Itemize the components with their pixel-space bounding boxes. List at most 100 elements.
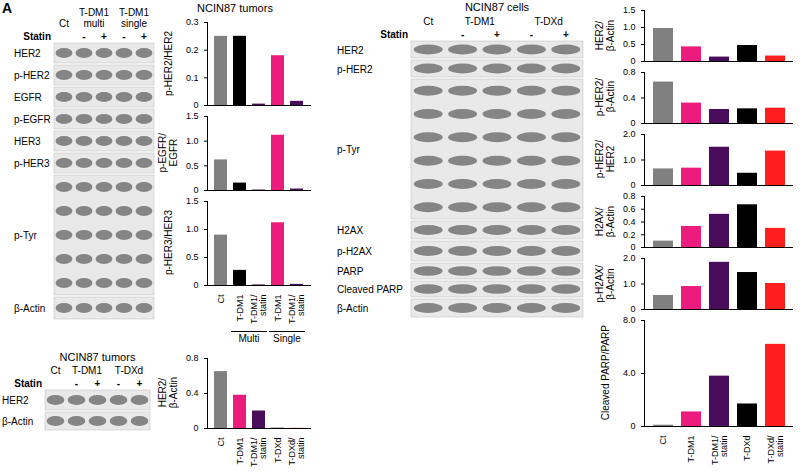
svg-text:0: 0 (630, 56, 635, 66)
svg-text:T-DXd: T-DXd (115, 365, 143, 376)
svg-text:+: + (137, 378, 143, 389)
svg-text:-: - (530, 29, 533, 40)
svg-text:1.0: 1.0 (623, 22, 636, 32)
svg-text:Ct: Ct (59, 18, 69, 29)
svg-text:T-DXd: T-DXd (273, 438, 283, 464)
svg-text:-: - (82, 31, 85, 42)
svg-text:1.0: 1.0 (186, 136, 199, 146)
svg-text:0.8: 0.8 (623, 191, 636, 201)
svg-text:0.2: 0.2 (186, 45, 199, 55)
svg-text:0.4: 0.4 (623, 217, 636, 227)
svg-text:β-Actin: β-Actin (2, 416, 33, 427)
svg-text:2.0: 2.0 (623, 253, 636, 263)
svg-text:0: 0 (193, 423, 198, 433)
svg-text:1.5: 1.5 (186, 196, 199, 206)
svg-text:+: + (141, 31, 147, 42)
svg-text:p-HER2: p-HER2 (14, 70, 50, 81)
svg-text:-: - (461, 29, 464, 40)
svg-text:0.4: 0.4 (186, 388, 199, 398)
svg-text:0.5: 0.5 (186, 252, 199, 262)
svg-text:4.0: 4.0 (623, 368, 636, 378)
svg-text:T-DXd/statin: T-DXd/statin (287, 437, 306, 466)
svg-text:HER2: HER2 (2, 395, 29, 406)
html-text:Cleaved PARP/PARP: Cleaved PARP/PARP (599, 325, 611, 421)
svg-text:NCIN87 cells: NCIN87 cells (465, 1, 530, 13)
svg-text:+: + (494, 29, 500, 40)
svg-text:-: - (117, 378, 120, 389)
svg-text:T-DM1/statin: T-DM1/statin (710, 435, 729, 465)
svg-text:T-DM1: T-DM1 (235, 438, 245, 465)
svg-text:T-DM1: T-DM1 (235, 295, 245, 322)
svg-text:-: - (75, 378, 78, 389)
svg-text:0: 0 (193, 185, 198, 195)
svg-text:+: + (101, 31, 107, 42)
svg-text:0: 0 (630, 304, 635, 314)
html-text:p-HER2/HER2: p-HER2/HER2 (162, 31, 174, 96)
svg-text:H2AX: H2AX (337, 225, 363, 236)
svg-text:1.0: 1.0 (623, 155, 636, 165)
svg-text:p-Tyr: p-Tyr (337, 144, 360, 155)
svg-text:Ct: Ct (216, 294, 226, 303)
svg-text:0.6: 0.6 (623, 204, 636, 214)
svg-text:HER3: HER3 (14, 136, 41, 147)
svg-text:T-DM1/statin: T-DM1/statin (287, 294, 306, 324)
svg-text:T-DXd/statin: T-DXd/statin (766, 435, 785, 464)
svg-text:-: - (122, 31, 125, 42)
html-text:NCIN87 tumors: NCIN87 tumors (197, 2, 273, 14)
svg-text:1.0: 1.0 (186, 224, 199, 234)
svg-text:T-DM1: T-DM1 (686, 436, 696, 463)
svg-text:0.2: 0.2 (623, 230, 636, 240)
svg-text:+: + (563, 29, 569, 40)
svg-text:0: 0 (630, 118, 635, 128)
svg-text:HER2: HER2 (14, 48, 41, 59)
svg-text:1.5: 1.5 (623, 5, 636, 15)
svg-text:0: 0 (193, 100, 198, 110)
svg-text:0: 0 (630, 242, 635, 252)
svg-text:0.8: 0.8 (623, 67, 636, 77)
svg-text:T-DXd: T-DXd (534, 16, 562, 27)
svg-text:+: + (95, 378, 101, 389)
svg-text:0: 0 (630, 421, 635, 431)
svg-text:Ct: Ct (658, 435, 668, 444)
svg-text:NCIN87 tumors: NCIN87 tumors (60, 351, 136, 363)
svg-text:Cleaved PARP: Cleaved PARP (337, 284, 403, 295)
html-text:p-HER3/HER3: p-HER3/HER3 (162, 210, 174, 276)
svg-text:Statin: Statin (23, 31, 51, 42)
svg-text:0: 0 (630, 180, 635, 190)
svg-text:1.0: 1.0 (623, 279, 636, 289)
svg-text:Statin: Statin (14, 378, 42, 389)
svg-text:β-Actin: β-Actin (337, 303, 368, 314)
svg-text:0.5: 0.5 (186, 161, 199, 171)
svg-text:Ct: Ct (51, 365, 61, 376)
svg-text:T-DM1: T-DM1 (72, 365, 102, 376)
svg-text:T-DM1/statin: T-DM1/statin (249, 437, 268, 467)
svg-text:0.4: 0.4 (623, 93, 636, 103)
svg-text:Ct: Ct (423, 16, 433, 27)
svg-text:p-HER2: p-HER2 (337, 64, 373, 75)
svg-text:0.1: 0.1 (186, 73, 199, 83)
svg-text:HER2: HER2 (337, 45, 364, 56)
svg-text:p-EGFR: p-EGFR (14, 114, 51, 125)
svg-text:1.5: 1.5 (186, 111, 199, 121)
svg-text:0: 0 (193, 280, 198, 290)
html-text:A: A (2, 0, 13, 16)
svg-text:T-DM1multi: T-DM1multi (79, 7, 109, 29)
svg-text:Statin: Statin (380, 29, 408, 40)
svg-text:0.3: 0.3 (186, 17, 199, 27)
svg-text:T-DM1single: T-DM1single (119, 7, 149, 29)
svg-text:β-Actin: β-Actin (14, 303, 45, 314)
svg-text:8.0: 8.0 (623, 315, 636, 325)
svg-text:T-DXd: T-DXd (742, 436, 752, 462)
svg-text:p-H2AX: p-H2AX (337, 246, 372, 257)
svg-text:0.5: 0.5 (623, 39, 636, 49)
svg-text:PARP: PARP (337, 266, 364, 277)
svg-text:EGFR: EGFR (14, 92, 42, 103)
svg-text:T-DM1: T-DM1 (465, 16, 495, 27)
svg-text:0.8: 0.8 (186, 353, 199, 363)
svg-text:Ct: Ct (216, 437, 226, 446)
svg-text:p-HER3: p-HER3 (14, 158, 50, 169)
svg-text:2.0: 2.0 (623, 129, 636, 139)
svg-text:T-DM1: T-DM1 (273, 295, 283, 322)
svg-text:T-DM1/statin: T-DM1/statin (249, 294, 268, 324)
svg-text:p-Tyr: p-Tyr (14, 230, 37, 241)
